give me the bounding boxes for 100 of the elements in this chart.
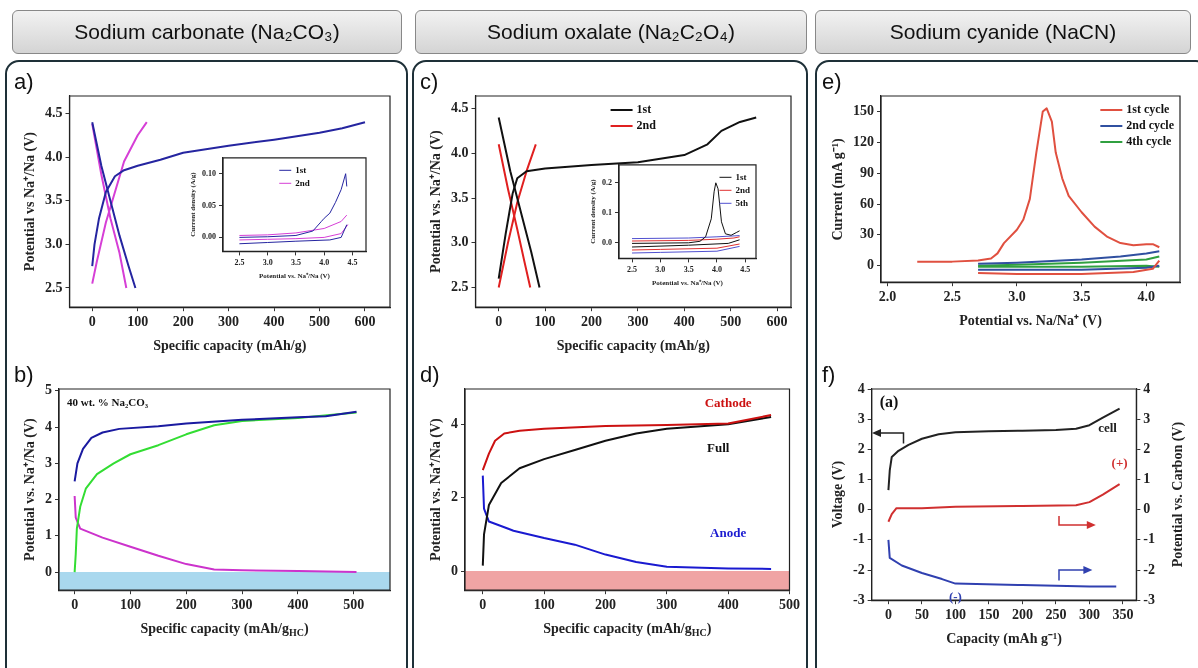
y-tick-label: 4.5 [45, 105, 63, 121]
legend-label: 1st cycle [1126, 102, 1170, 117]
y-tick-label: -1 [852, 531, 865, 547]
x-tick-label: 100 [127, 314, 149, 330]
y2-tick-label: 4 [1143, 380, 1151, 396]
x-tick-label: 0 [71, 597, 79, 613]
y-tick-label: 30 [860, 226, 874, 242]
x-tick-label: 2.5 [234, 258, 245, 268]
y2-tick-label: 0 [1143, 501, 1151, 517]
y-tick-label: 0 [451, 562, 458, 578]
x-tick-label: 100 [944, 607, 966, 623]
y-axis-title: Potential vs. Na⁺/Na (V) [427, 129, 444, 273]
x-tick-label: 200 [580, 314, 602, 330]
y-tick-label: 2 [45, 491, 52, 507]
x-tick-label: 4.0 [319, 258, 330, 268]
text: b) [14, 362, 34, 388]
y-tick-label: 0.05 [202, 200, 216, 210]
text: f) [822, 362, 836, 388]
y-tick-label: 3 [857, 410, 865, 426]
y-tick-label: -2 [852, 561, 865, 577]
legend-label: 1st [295, 164, 307, 175]
y-tick-label: 0 [857, 501, 865, 517]
x-tick-label: 400 [263, 314, 285, 330]
y2-tick-label: 2 [1143, 440, 1151, 456]
x-tick-label: 4.0 [1137, 289, 1156, 305]
series-label: Full [706, 439, 730, 455]
x-tick-label: 2.5 [627, 265, 638, 275]
x-tick-label: 300 [627, 314, 649, 330]
x-tick-label: 100 [533, 597, 555, 613]
chart-title: Sodium carbonate (Na₂CO₃) [74, 20, 340, 44]
x-tick-label: 500 [343, 597, 365, 613]
x-tick-label: 100 [534, 314, 556, 330]
x-tick-label: 400 [673, 314, 695, 330]
legend-label: 5th [735, 197, 748, 208]
text: a) [14, 69, 34, 95]
x-tick-label: 300 [218, 314, 240, 330]
x-axis-title: Specific capacity (mAh/g) [556, 337, 711, 354]
x-axis-title: Capacity (mAh g⁻¹) [946, 630, 1063, 647]
y-tick-label: 60 [860, 195, 874, 211]
x-tick-label: 400 [287, 597, 309, 613]
legend-label: 1st [735, 171, 747, 182]
legend-label: 4th cycle [1126, 134, 1172, 149]
x-tick-label: 200 [172, 314, 194, 330]
y-tick-label: 0.2 [602, 177, 612, 187]
x-tick-label: 100 [119, 597, 141, 613]
series-label: (+) [1111, 455, 1128, 471]
x-tick-label: 3.0 [655, 265, 666, 275]
legend-label: 2nd [295, 177, 310, 188]
x-tick-label: 50 [914, 607, 929, 623]
y-tick-label: 90 [860, 164, 874, 180]
annotation: (a) [879, 393, 899, 412]
y-tick-label: 4.0 [451, 144, 469, 160]
x-tick-label: 300 [231, 597, 253, 613]
y-tick-label: 2 [451, 489, 458, 505]
legend-label: 2nd [636, 118, 657, 133]
x-tick-label: 3.0 [1008, 289, 1026, 305]
x-tick-label: 200 [594, 597, 616, 613]
text: e) [822, 69, 842, 95]
x-tick-label: 3.0 [262, 258, 273, 268]
y-tick-label: 150 [853, 103, 874, 119]
x-tick-label: 350 [1112, 607, 1134, 623]
y-tick-label: 4 [45, 418, 52, 434]
series-label: (-) [948, 588, 962, 604]
x-tick-label: 200 [1011, 607, 1033, 623]
x-tick-label: 2.0 [878, 289, 897, 305]
y-tick-label: 3.0 [45, 235, 63, 251]
x-tick-label: 0 [495, 314, 503, 330]
legend-label: 2nd cycle [1126, 118, 1175, 133]
text: Anode [710, 524, 747, 540]
x-tick-label: 400 [717, 597, 739, 613]
x-tick-label: 0 [88, 314, 96, 330]
x-tick-label: 3.5 [290, 258, 301, 268]
annotation: 40 wt. % Na₂CO₃ [67, 395, 149, 408]
x-tick-label: 300 [656, 597, 678, 613]
y-tick-label: 0.0 [602, 237, 612, 247]
y-tick-label: 4.0 [45, 148, 63, 164]
y-tick-label: 0 [45, 563, 52, 579]
y-tick-label: -3 [852, 591, 865, 607]
x-tick-label: 500 [309, 314, 331, 330]
x-tick-label: 250 [1045, 607, 1067, 623]
y-axis-title: Current (mA g⁻¹) [829, 138, 846, 241]
y-tick-label: 4.5 [451, 100, 469, 116]
y-tick-label: 120 [853, 133, 874, 149]
legend-label: 1st [636, 102, 652, 117]
x-tick-label: 0 [479, 597, 487, 613]
y-tick-label: 1 [857, 471, 865, 487]
y-axis-title: Potential vs. Na⁺/Na (V) [21, 417, 38, 561]
x-tick-label: 300 [1078, 607, 1100, 623]
y-tick-label: 1 [45, 527, 52, 543]
y2-tick-label: -3 [1143, 591, 1156, 607]
y-tick-label: 0.00 [202, 232, 216, 242]
x-tick-label: 4.5 [347, 258, 358, 268]
y-tick-label: 3.5 [451, 189, 469, 205]
series-label: Cathode [704, 394, 752, 410]
y-axis-title: Potential vs. Na⁺/Na (V) [427, 417, 444, 561]
y-tick-label: 3.0 [451, 234, 469, 250]
x-axis-title: Specific capacity (mAh/g) [153, 337, 307, 354]
y-tick-label: 3.5 [45, 192, 63, 208]
y-axis-title: Voltage (V) [829, 460, 846, 529]
y2-tick-label: 3 [1143, 410, 1151, 426]
